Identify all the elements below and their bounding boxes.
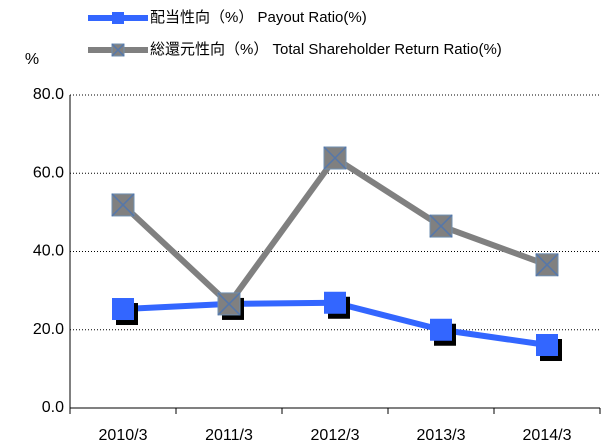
- marker: [429, 214, 453, 238]
- marker-part: [111, 43, 125, 57]
- marker-part: [217, 292, 241, 316]
- x-tick-label: 2011/3: [205, 427, 253, 444]
- marker: [430, 318, 456, 346]
- marker-part: [323, 146, 347, 170]
- marker: [111, 193, 135, 217]
- y-axis-label: %: [25, 51, 39, 68]
- marker-part: [535, 253, 559, 277]
- x-tick-label: 2013/3: [417, 427, 466, 444]
- marker: [217, 292, 241, 316]
- marker: [536, 334, 562, 362]
- marker-part: [429, 214, 453, 238]
- x-tick-label: 2012/3: [311, 427, 360, 444]
- marker-part: [430, 318, 452, 341]
- y-tick-label: 0.0: [42, 399, 64, 416]
- x-tick-label: 2010/3: [99, 427, 148, 444]
- y-tick-label: 80.0: [33, 86, 64, 103]
- marker: [535, 253, 559, 277]
- legend-label: 配当性向（%） Payout Ratio(%): [150, 9, 367, 26]
- marker-part: [112, 12, 124, 24]
- legend-label: 総還元性向（%） Total Shareholder Return Ratio(…: [150, 41, 502, 58]
- marker: [112, 298, 138, 326]
- marker-part: [112, 298, 134, 321]
- legend-marker: [112, 12, 124, 24]
- marker-part: [111, 193, 135, 217]
- marker: [323, 146, 347, 170]
- x-tick-label: 2014/3: [523, 427, 572, 444]
- line: [120, 154, 549, 307]
- y-tick-label: 60.0: [33, 164, 64, 181]
- marker: [324, 291, 350, 319]
- y-tick-label: 40.0: [33, 243, 64, 260]
- marker-part: [324, 291, 346, 314]
- legend-marker: [111, 43, 125, 57]
- y-tick-label: 20.0: [33, 321, 64, 338]
- marker-part: [536, 334, 558, 357]
